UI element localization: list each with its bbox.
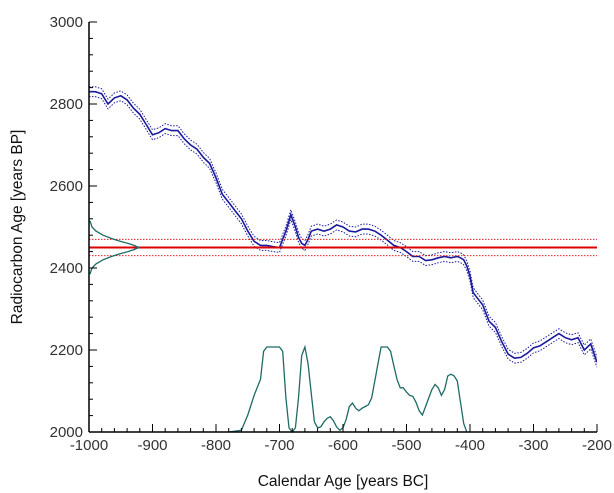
- x-tick-label: -400: [455, 437, 485, 454]
- measured-age-distribution: [89, 220, 141, 275]
- y-axis-label: Radiocarbon Age [years BP]: [9, 130, 26, 325]
- y-tick-label: 2400: [50, 260, 83, 277]
- x-tick-label: -600: [328, 437, 358, 454]
- tick-labels: -1000 -900 -800 -700 -600 -500 -400 -300 -200 200…: [50, 14, 612, 454]
- x-tick-label: -700: [264, 437, 294, 454]
- y-tick-label: 2200: [50, 342, 83, 359]
- x-axis-label: Calendar Age [years BC]: [258, 473, 429, 490]
- x-tick-label: -500: [391, 437, 421, 454]
- measurement-lines: [89, 238, 597, 257]
- calibrated-probability-distribution: [228, 344, 468, 434]
- axes: [88, 21, 598, 433]
- y-tick-label: 3000: [50, 14, 83, 31]
- x-tick-label: -1000: [70, 437, 108, 454]
- y-tick-label: 2000: [50, 424, 83, 441]
- y-tick-label: 2600: [50, 178, 83, 195]
- probability-distributions: [89, 220, 468, 434]
- curve-mean-line: [89, 90, 597, 363]
- x-tick-label: -900: [137, 437, 167, 454]
- x-tick-label: -800: [201, 437, 231, 454]
- x-tick-label: -200: [582, 437, 612, 454]
- curve-lower-bound: [89, 96, 597, 368]
- x-tick-label: -300: [518, 437, 548, 454]
- calibration-curve: [89, 86, 597, 368]
- curve-upper-bound: [89, 86, 597, 358]
- y-tick-label: 2800: [50, 96, 83, 113]
